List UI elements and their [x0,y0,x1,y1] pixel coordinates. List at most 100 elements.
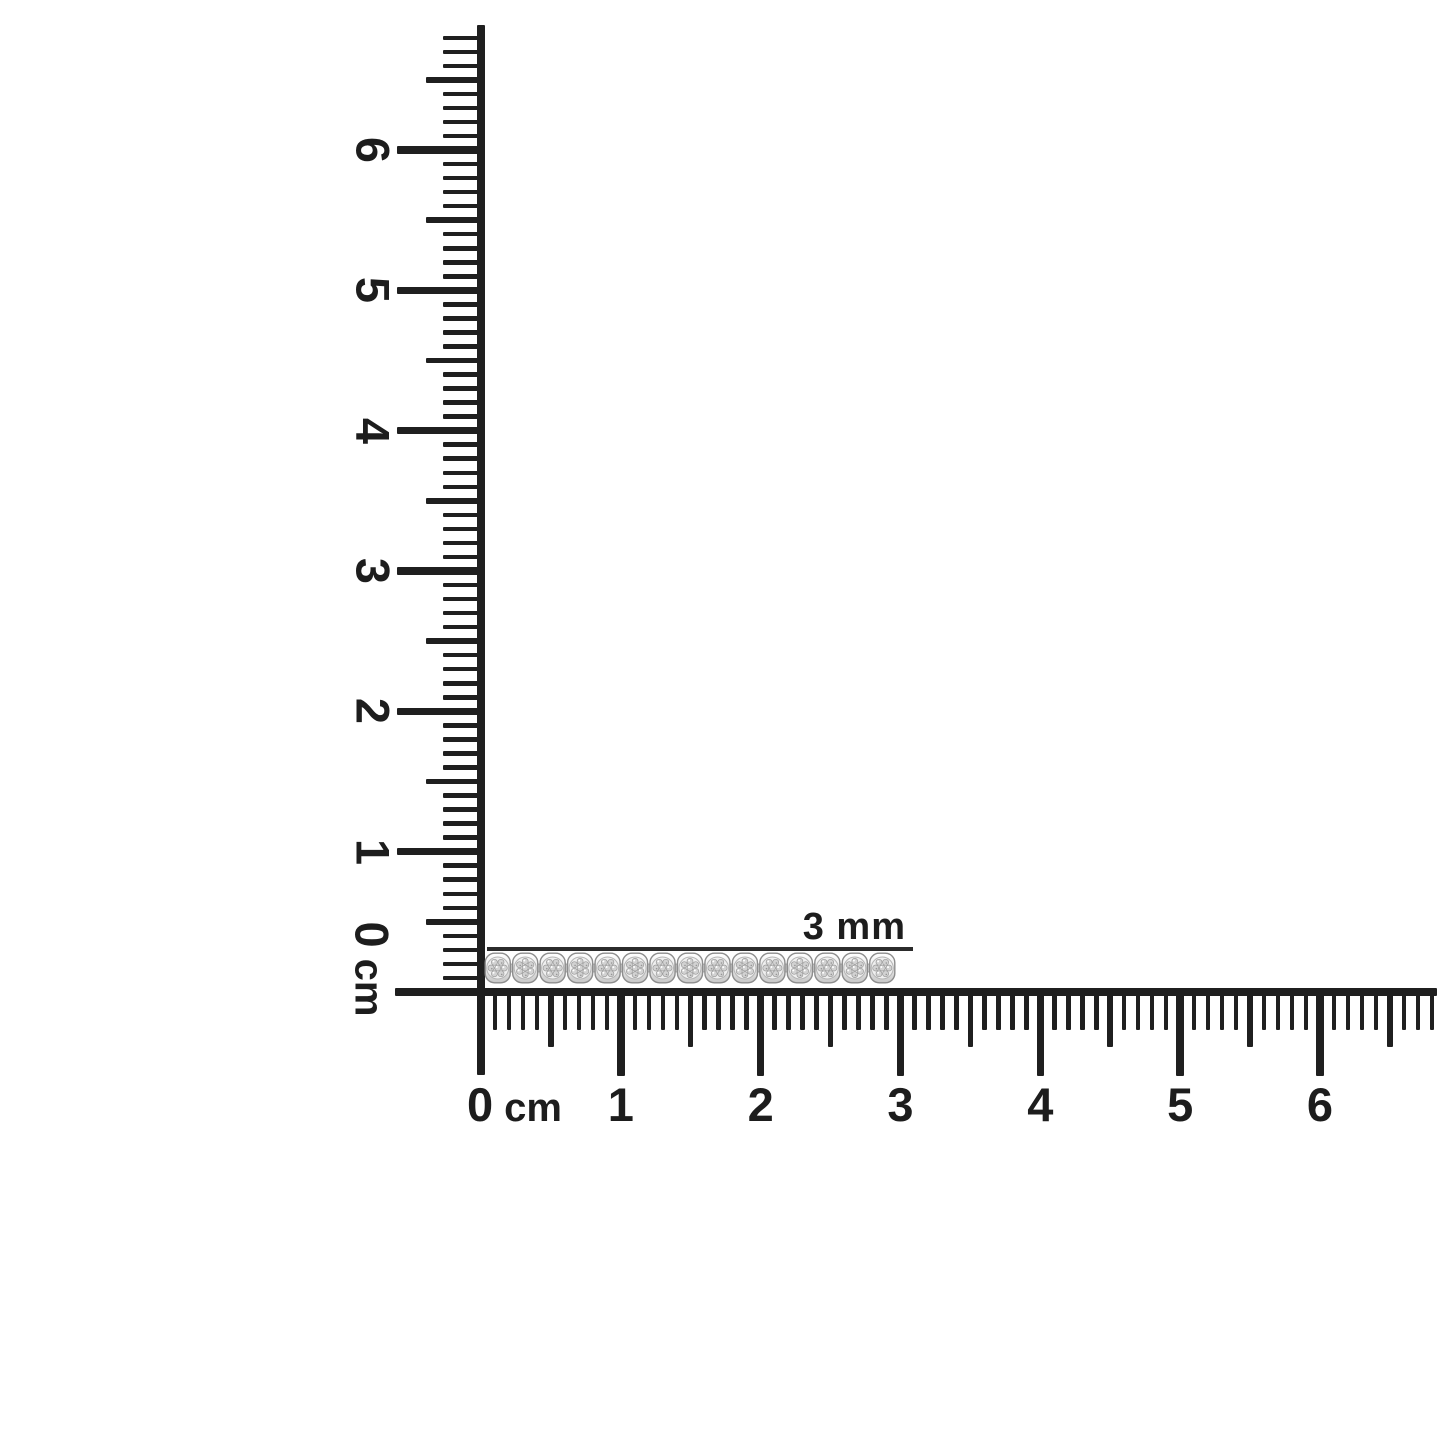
tick-mark [443,526,483,532]
tick-mark [1373,990,1379,1030]
tick-mark [443,947,483,953]
ruler-number: 3 [887,1078,914,1131]
tick-mark [443,484,483,490]
tick-mark [443,933,483,939]
tick-mark [426,498,483,504]
tick-mark [443,414,483,419]
tick-mark [443,793,483,798]
tick-mark [756,990,765,1076]
measurement-line [487,947,913,951]
tick-mark [1066,990,1071,1030]
tick-mark [397,426,483,435]
tick-mark [1316,990,1324,1076]
tick-mark [1303,990,1309,1030]
tick-mark [492,990,498,1030]
tick-mark [443,891,483,897]
tick-mark [674,990,679,1030]
tick-mark [534,990,540,1030]
ruler-unit-label: cm [504,1086,562,1130]
tick-mark [506,990,512,1030]
tick-mark [1429,990,1435,1030]
tick-mark [646,990,652,1030]
ruler-number: 2 [346,698,400,725]
ruler-number: 4 [1027,1078,1054,1131]
tick-mark [842,990,847,1030]
tick-mark [562,990,568,1030]
tick-mark [1107,990,1113,1047]
ruler-number: 3 [346,557,400,585]
tick-mark [827,990,834,1047]
tick-mark [1036,990,1045,1076]
tick-mark [1080,990,1085,1030]
tick-mark [1052,990,1057,1030]
tick-mark [443,372,483,377]
tick-mark [1149,990,1155,1030]
tick-mark [443,119,483,125]
tick-mark [1289,990,1295,1030]
tick-mark [443,316,483,321]
tick-mark [443,105,483,111]
tick-mark [426,638,483,644]
ruler-number: 1 [607,1078,634,1131]
tick-mark [426,919,483,925]
tick-mark [1401,990,1407,1030]
tick-mark [443,442,483,447]
tick-mark [604,990,610,1030]
tick-mark [1024,990,1029,1030]
tick-mark [443,652,483,658]
tick-mark [632,990,638,1030]
tick-mark [443,540,483,546]
tick-mark [443,863,483,868]
tick-mark [1359,990,1365,1030]
tick-mark [397,847,483,856]
tick-mark [443,695,483,700]
tick-mark [1135,990,1141,1030]
tick-mark [443,582,483,588]
tick-mark [443,765,483,770]
tick-mark [1010,990,1015,1030]
tick-mark [443,49,483,55]
tick-mark [443,35,483,40]
tick-mark [443,63,483,69]
tick-mark [1191,990,1197,1030]
tick-mark [1176,990,1184,1076]
tick-mark [443,975,483,981]
tick-mark [443,681,483,686]
tick-mark [443,610,483,616]
ruler-number: 0 [345,921,399,948]
tick-mark [443,330,483,335]
tick-mark [443,274,483,279]
tick-mark [1219,990,1225,1030]
tick-mark [856,990,861,1030]
ruler-number: 6 [1306,1078,1334,1131]
tick-mark [443,512,483,518]
ruler-number: 5 [346,277,400,304]
tick-mark [617,990,625,1076]
ruler-number: 6 [346,136,400,164]
tick-mark [744,990,749,1030]
tick-mark [443,470,483,476]
tick-mark [397,567,483,575]
ruler-unit-label: cm [346,958,391,1017]
tick-mark [1261,990,1267,1030]
tick-mark [443,835,483,840]
ruler-number: 0 [467,1078,494,1131]
tick-mark [800,990,805,1030]
tick-mark [443,189,483,195]
tick-mark [870,990,875,1030]
tick-mark [443,905,483,911]
tick-mark [443,260,483,265]
tick-mark [926,990,931,1030]
tick-mark [967,990,974,1047]
tick-mark [1233,990,1239,1030]
ruler-number: 4 [346,417,400,444]
tick-mark [443,161,483,167]
horizontal-ruler-zero-label: 0 cm [467,1081,562,1128]
tick-mark [1415,990,1421,1030]
tick-mark [443,666,483,672]
tick-mark [443,231,483,237]
tick-mark [443,596,483,602]
tick-mark [730,990,735,1030]
tick-mark [426,217,483,223]
